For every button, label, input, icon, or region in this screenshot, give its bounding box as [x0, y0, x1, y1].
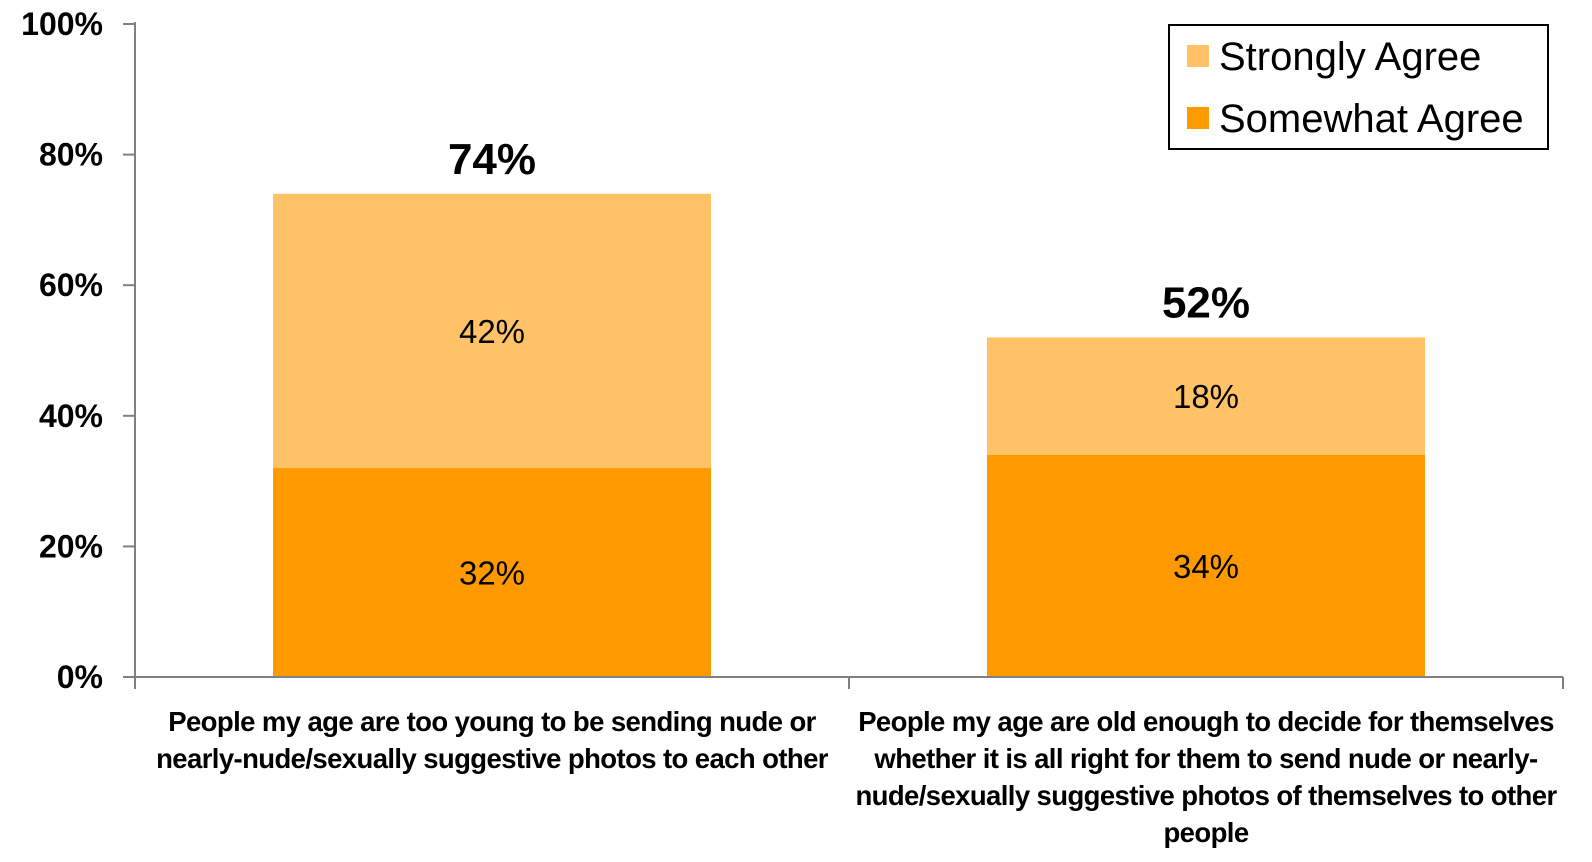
bar-strongly-agree-1	[273, 193, 711, 469]
x-category-label-1: People my age are too young to be sendin…	[156, 706, 828, 774]
y-tick-label: 100%	[21, 6, 103, 42]
legend-swatch-somewhat-agree	[1187, 107, 1209, 129]
y-tick-label: 60%	[39, 267, 103, 303]
y-tick-label: 80%	[39, 137, 103, 173]
y-tick-label: 40%	[39, 398, 103, 434]
legend-swatch-strongly-agree	[1187, 45, 1209, 67]
x-category-label-2: People my age are old enough to decide f…	[855, 706, 1557, 848]
bar-somewhat-agree-2	[987, 454, 1425, 677]
legend-label-somewhat-agree: Somewhat Agree	[1219, 97, 1524, 141]
y-tick-label: 20%	[39, 528, 103, 564]
bar-somewhat-agree-1	[273, 468, 711, 677]
bar-strongly-agree-2	[987, 337, 1425, 455]
labels-layer: 32% 42% 74% 34% 18% 52%	[448, 135, 1250, 592]
total-label-2: 52%	[1162, 278, 1250, 327]
data-label-strongly-agree-2: 18%	[1173, 378, 1239, 415]
legend-label-strongly-agree: Strongly Agree	[1219, 35, 1481, 79]
data-label-somewhat-agree-1: 32%	[459, 555, 525, 592]
bars-layer	[273, 193, 1425, 677]
data-label-strongly-agree-1: 42%	[459, 313, 525, 350]
data-label-somewhat-agree-2: 34%	[1173, 548, 1239, 585]
y-tick-label: 0%	[57, 659, 103, 695]
legend: Strongly Agree Somewhat Agree	[1168, 24, 1549, 150]
axes-layer: 0% 20% 40% 60% 80% 100%	[21, 6, 1564, 695]
total-label-1: 74%	[448, 135, 536, 184]
legend-box	[1168, 24, 1549, 150]
